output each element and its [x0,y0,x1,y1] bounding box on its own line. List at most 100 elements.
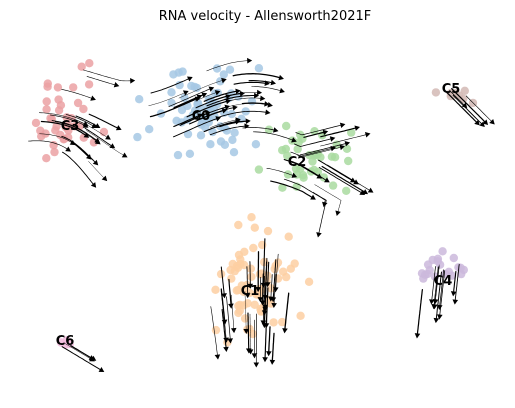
velocity-arrowhead [489,118,495,125]
velocity-arrowhead [291,137,297,143]
velocity-arrowhead [335,210,341,217]
streamline [228,278,232,307]
velocity-arrowhead [247,283,254,289]
streamline [88,113,120,130]
streamline [331,167,354,182]
streamline [267,261,270,285]
streamline [63,342,93,361]
cell-point-c3 [56,101,66,110]
cluster-label-c1: C1 [241,284,260,299]
cell-point-c1 [250,223,259,232]
velocity-arrowhead [344,140,351,147]
streamline [434,264,440,307]
streamline [217,110,268,119]
cell-point-c1 [284,232,293,241]
velocity-arrowhead [354,125,360,131]
cell-point-c3 [43,79,52,88]
streamline [206,60,250,72]
velocity-arrowhead [115,125,122,131]
cell-point-c0 [225,65,235,74]
streamline [84,127,114,148]
cell-point-c4 [438,247,447,256]
cell-point-c4 [456,263,465,272]
velocity-arrowhead [339,122,346,129]
streamline [266,168,295,177]
cell-point-c0 [190,82,199,92]
cell-point-c3 [49,141,58,150]
streamline [318,166,363,194]
velocity-arrowhead [208,86,215,92]
cell-point-c0 [220,140,230,149]
cell-point-c2 [278,146,287,155]
cell-point-c1 [216,269,226,279]
cell-point-c2 [347,128,356,137]
cell-point-c5 [431,88,441,97]
streamline [284,292,290,332]
velocity-arrowhead [247,57,253,64]
cell-point-c0 [247,97,257,106]
cell-point-c0 [145,125,154,134]
cell-point-c1 [249,243,258,253]
velocity-arrowhead [264,101,270,107]
streamline [75,115,99,128]
cell-point-c3 [84,80,94,89]
streamline [204,95,229,105]
streamline [220,291,227,341]
streamline [293,138,333,147]
cell-point-c4 [435,260,445,269]
cell-point-c0 [251,140,261,149]
cell-point-c0 [177,105,187,115]
cell-point-c1 [278,317,287,327]
cell-point-c3 [53,83,63,92]
streamline [290,147,334,157]
velocity-arrowhead [221,108,228,114]
velocity-arrowhead [256,89,263,96]
streamline [271,332,275,363]
cell-point-c1 [240,247,249,256]
cell-point-c0 [230,128,239,137]
velocity-arrowhead [94,123,101,128]
cell-point-c2 [308,157,317,166]
cell-point-c3 [77,62,86,71]
velocity-arrowhead [316,173,323,179]
cell-point-c1 [304,277,314,286]
streamline [439,269,445,308]
streamline [241,102,268,105]
cell-point-c0 [169,70,178,79]
velocity-arrowhead [262,357,268,363]
streamline [253,131,295,141]
cell-point-c3 [79,104,88,114]
cell-point-c5 [459,94,468,104]
streamline [297,146,343,158]
cell-point-c2 [278,183,287,192]
streamline [270,274,273,299]
streamline [244,291,247,332]
velocity-arrowhead [244,123,250,129]
cell-point-c2 [299,173,308,182]
velocity-arrowhead [267,102,273,108]
cluster-label-c4: C4 [434,274,453,289]
cell-point-c1 [247,213,256,222]
cell-point-c4 [457,269,466,279]
streamline [70,141,90,159]
streamline [51,120,99,142]
cell-point-c1 [234,308,243,318]
velocity-arrowhead [279,87,285,94]
velocity-arrowhead [253,362,260,368]
velocity-arrowhead [437,314,443,320]
cell-point-c2 [283,170,293,179]
cluster-label-c2: C2 [288,155,307,170]
cell-point-c0 [167,88,176,97]
cell-point-c2 [283,151,292,160]
streamline [435,271,442,321]
streamline [149,97,199,118]
cell-point-c5 [451,90,461,100]
cell-point-c1 [248,329,258,339]
cell-point-c1 [263,226,273,236]
velocity-arrowhead [105,134,111,140]
velocity-arrowhead [272,127,279,133]
velocity-arrowhead [130,78,136,84]
velocity-arrowhead [244,293,251,299]
cell-point-c2 [294,138,303,147]
cell-point-c0 [183,129,193,139]
